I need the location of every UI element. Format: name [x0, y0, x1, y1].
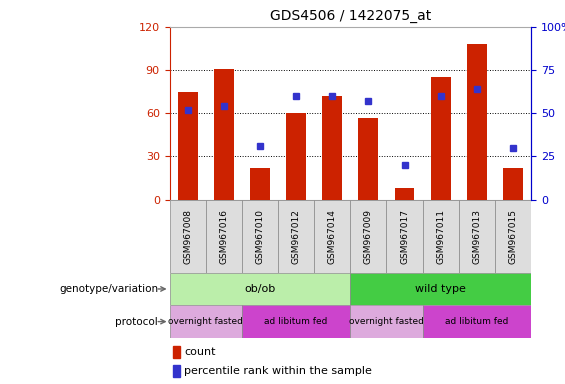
Text: GSM967016: GSM967016	[219, 209, 228, 264]
FancyBboxPatch shape	[350, 200, 386, 273]
Bar	[467, 44, 487, 200]
Bar	[250, 168, 270, 200]
FancyBboxPatch shape	[386, 200, 423, 273]
Text: overnight fasted: overnight fasted	[168, 317, 243, 326]
Bar	[286, 113, 306, 200]
Text: GSM967014: GSM967014	[328, 209, 337, 263]
FancyBboxPatch shape	[314, 200, 350, 273]
FancyBboxPatch shape	[350, 305, 423, 338]
Bar	[177, 92, 198, 200]
Bar	[431, 77, 451, 200]
Text: GSM967010: GSM967010	[255, 209, 264, 264]
Text: ob/ob: ob/ob	[244, 284, 276, 294]
Text: protocol: protocol	[115, 316, 158, 327]
Text: GSM967015: GSM967015	[508, 209, 518, 264]
FancyBboxPatch shape	[242, 200, 278, 273]
Bar	[394, 188, 415, 200]
FancyBboxPatch shape	[423, 305, 531, 338]
Text: percentile rank within the sample: percentile rank within the sample	[184, 366, 372, 376]
Bar	[214, 69, 234, 200]
Text: GSM967013: GSM967013	[472, 209, 481, 264]
Text: ad libitum fed: ad libitum fed	[264, 317, 328, 326]
FancyBboxPatch shape	[350, 273, 531, 305]
Text: count: count	[184, 347, 215, 357]
FancyBboxPatch shape	[170, 273, 350, 305]
Title: GDS4506 / 1422075_at: GDS4506 / 1422075_at	[270, 9, 431, 23]
FancyBboxPatch shape	[278, 200, 314, 273]
FancyBboxPatch shape	[206, 200, 242, 273]
Text: GSM967011: GSM967011	[436, 209, 445, 264]
Text: genotype/variation: genotype/variation	[59, 284, 158, 294]
Bar	[173, 365, 180, 377]
FancyBboxPatch shape	[495, 200, 531, 273]
Bar	[173, 346, 180, 358]
FancyBboxPatch shape	[423, 200, 459, 273]
FancyBboxPatch shape	[459, 200, 495, 273]
Text: wild type: wild type	[415, 284, 466, 294]
Text: GSM967017: GSM967017	[400, 209, 409, 264]
Text: ad libitum fed: ad libitum fed	[445, 317, 508, 326]
FancyBboxPatch shape	[242, 305, 350, 338]
Bar	[503, 168, 523, 200]
Bar	[322, 96, 342, 200]
Text: overnight fasted: overnight fasted	[349, 317, 424, 326]
FancyBboxPatch shape	[170, 200, 206, 273]
Text: GSM967009: GSM967009	[364, 209, 373, 264]
FancyBboxPatch shape	[170, 305, 242, 338]
Text: GSM967008: GSM967008	[183, 209, 192, 264]
Text: GSM967012: GSM967012	[292, 209, 301, 263]
Bar	[358, 118, 379, 200]
